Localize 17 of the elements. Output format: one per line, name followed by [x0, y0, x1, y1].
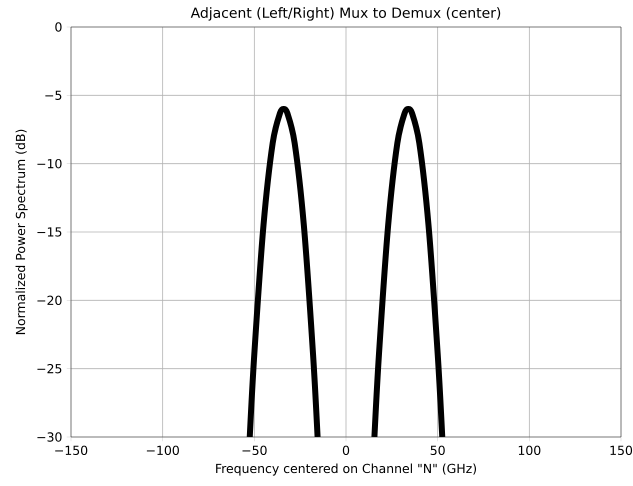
chart-title: Adjacent (Left/Right) Mux to Demux (center): [190, 7, 500, 21]
x-tick-label: 100: [518, 446, 540, 456]
x-tick-label: 0: [342, 446, 350, 456]
y-tick-label: −20: [37, 296, 62, 306]
y-tick-label: −30: [37, 432, 62, 442]
y-tick-label: 0: [55, 22, 62, 32]
y-tick-label: −25: [37, 364, 62, 374]
x-tick-label: −150: [55, 446, 88, 456]
x-tick-label: 150: [610, 446, 632, 456]
x-tick-label: −50: [242, 446, 267, 456]
x-tick-label: 50: [430, 446, 445, 456]
x-tick-label: −100: [146, 446, 179, 456]
y-tick-label: −15: [37, 227, 62, 237]
y-axis-title: Normalized Power Spectrum (dB): [16, 130, 28, 334]
y-tick-label: −5: [45, 90, 62, 100]
y-tick-label: −10: [37, 158, 62, 168]
x-axis-title: Frequency centered on Channel "N" (GHz): [216, 464, 476, 476]
